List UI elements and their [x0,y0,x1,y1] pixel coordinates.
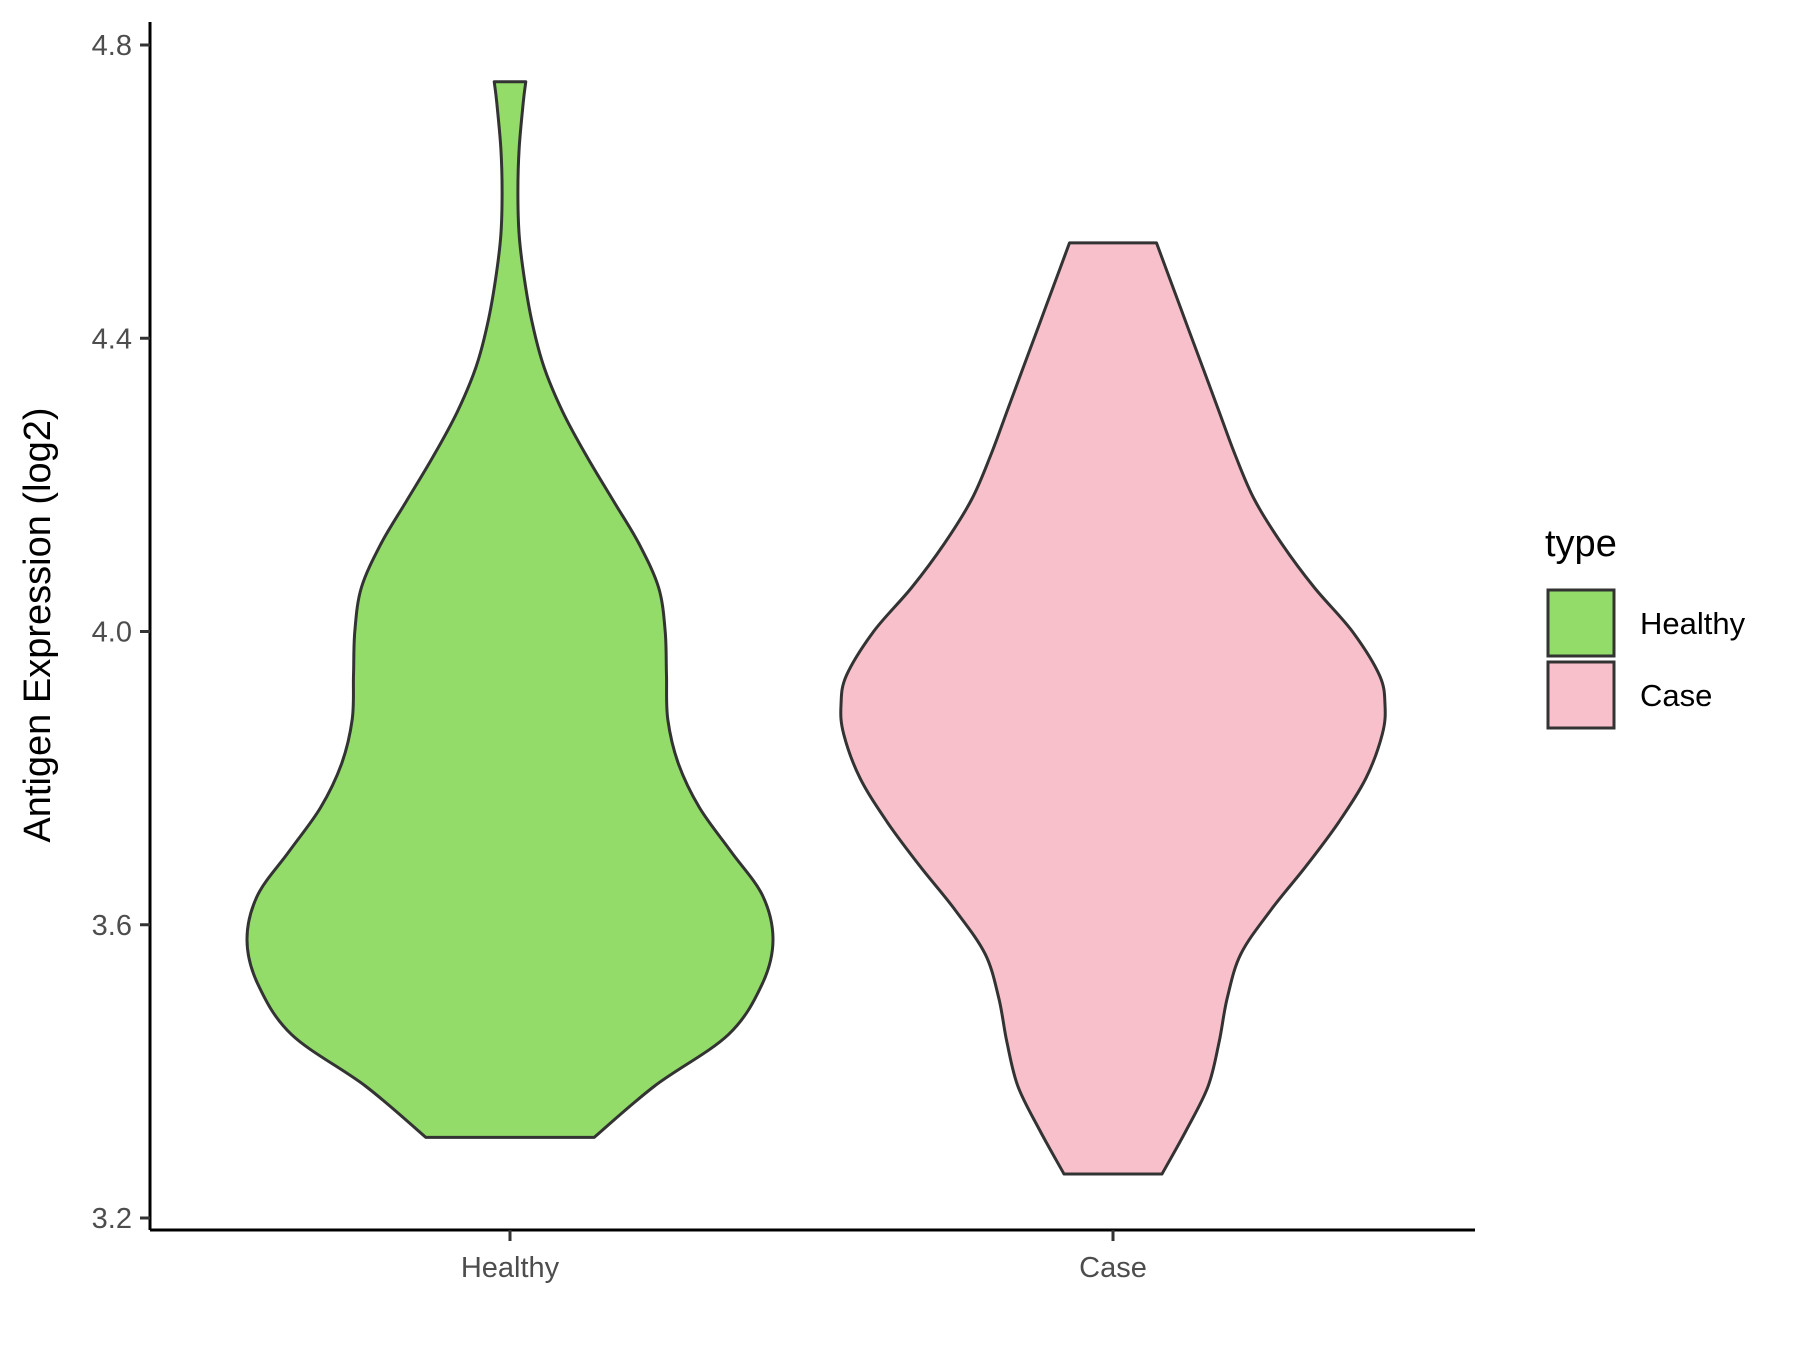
violin-healthy [245,80,775,1139]
y-tick-label: 4.8 [92,30,132,62]
legend-label-healthy: Healthy [1640,606,1746,641]
legend-key-healthy [1546,588,1616,658]
x-axis: Healthy Case [150,1228,1475,1284]
y-axis: 3.2 3.6 4.0 4.4 4.8 [92,22,152,1235]
violin-layer [245,80,1387,1176]
legend: type Healthy Case [1545,523,1746,730]
legend-key-case [1546,660,1616,730]
x-tick-label-case: Case [1079,1252,1147,1284]
x-tick-label-healthy: Healthy [461,1252,560,1284]
y-axis-title: Antigen Expression (log2) [17,407,59,842]
y-tick-label: 4.0 [92,617,132,649]
y-tick-label: 3.2 [92,1203,132,1235]
legend-label-case: Case [1640,678,1712,713]
violin-case [839,241,1387,1176]
y-tick-label: 3.6 [92,910,132,942]
y-tick-label: 4.4 [92,323,132,355]
legend-title: type [1545,523,1617,565]
